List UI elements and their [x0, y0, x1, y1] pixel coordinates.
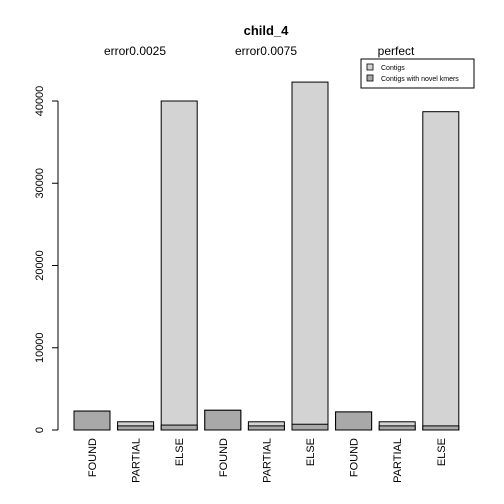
bar-novel-kmers — [422, 425, 460, 431]
bar-contigs — [291, 81, 329, 431]
bar-novel-kmers — [335, 411, 373, 431]
bar-novel-kmers — [378, 425, 416, 431]
x-tick-label: PARTIAL — [131, 438, 143, 483]
x-tick-label: ELSE — [174, 438, 186, 466]
group-label: error0.0075 — [235, 44, 297, 58]
legend: Contigs Contigs with novel kmers — [360, 58, 475, 89]
bar-novel-kmers — [117, 425, 155, 431]
x-tick-label: PARTIAL — [261, 438, 273, 483]
bar-novel-kmers — [160, 424, 198, 431]
bar-novel-kmers — [247, 425, 285, 431]
x-tick-label: ELSE — [305, 438, 317, 466]
group-label: error0.0025 — [104, 44, 166, 58]
x-tick-label: FOUND — [218, 438, 230, 477]
x-tick-labels: FOUND PARTIAL ELSE FOUND PARTIAL ELSE FOUND PAR… — [87, 438, 448, 483]
bar-contigs — [422, 111, 460, 431]
bar-novel-kmers — [291, 423, 329, 431]
chart-title: child_4 — [244, 23, 290, 38]
legend-label-novel: Contigs with novel kmers — [381, 76, 459, 83]
group-label: perfect — [378, 44, 415, 58]
legend-label-contigs: Contigs — [381, 65, 405, 72]
x-tick-label: PARTIAL — [392, 438, 404, 483]
y-tick-label: 30000 — [34, 168, 46, 199]
x-tick-label: FOUND — [87, 438, 99, 477]
legend-swatch-novel — [366, 74, 374, 82]
legend-swatch-contigs — [366, 63, 374, 71]
legend-box — [360, 58, 475, 89]
y-axis: 0 10000 20000 30000 40000 — [34, 86, 59, 433]
y-tick-label: 40000 — [34, 86, 46, 117]
x-tick-label: FOUND — [349, 438, 361, 477]
x-tick-label: ELSE — [436, 438, 448, 466]
bars — [73, 81, 460, 431]
bar-novel-kmers — [73, 410, 111, 431]
bar-contigs — [160, 100, 198, 431]
y-tick-label: 10000 — [34, 332, 46, 363]
group-labels: error0.0025 error0.0075 perfect — [104, 44, 415, 58]
bar-novel-kmers — [204, 409, 242, 431]
y-tick-label: 0 — [34, 427, 46, 433]
y-tick-label: 20000 — [34, 250, 46, 281]
